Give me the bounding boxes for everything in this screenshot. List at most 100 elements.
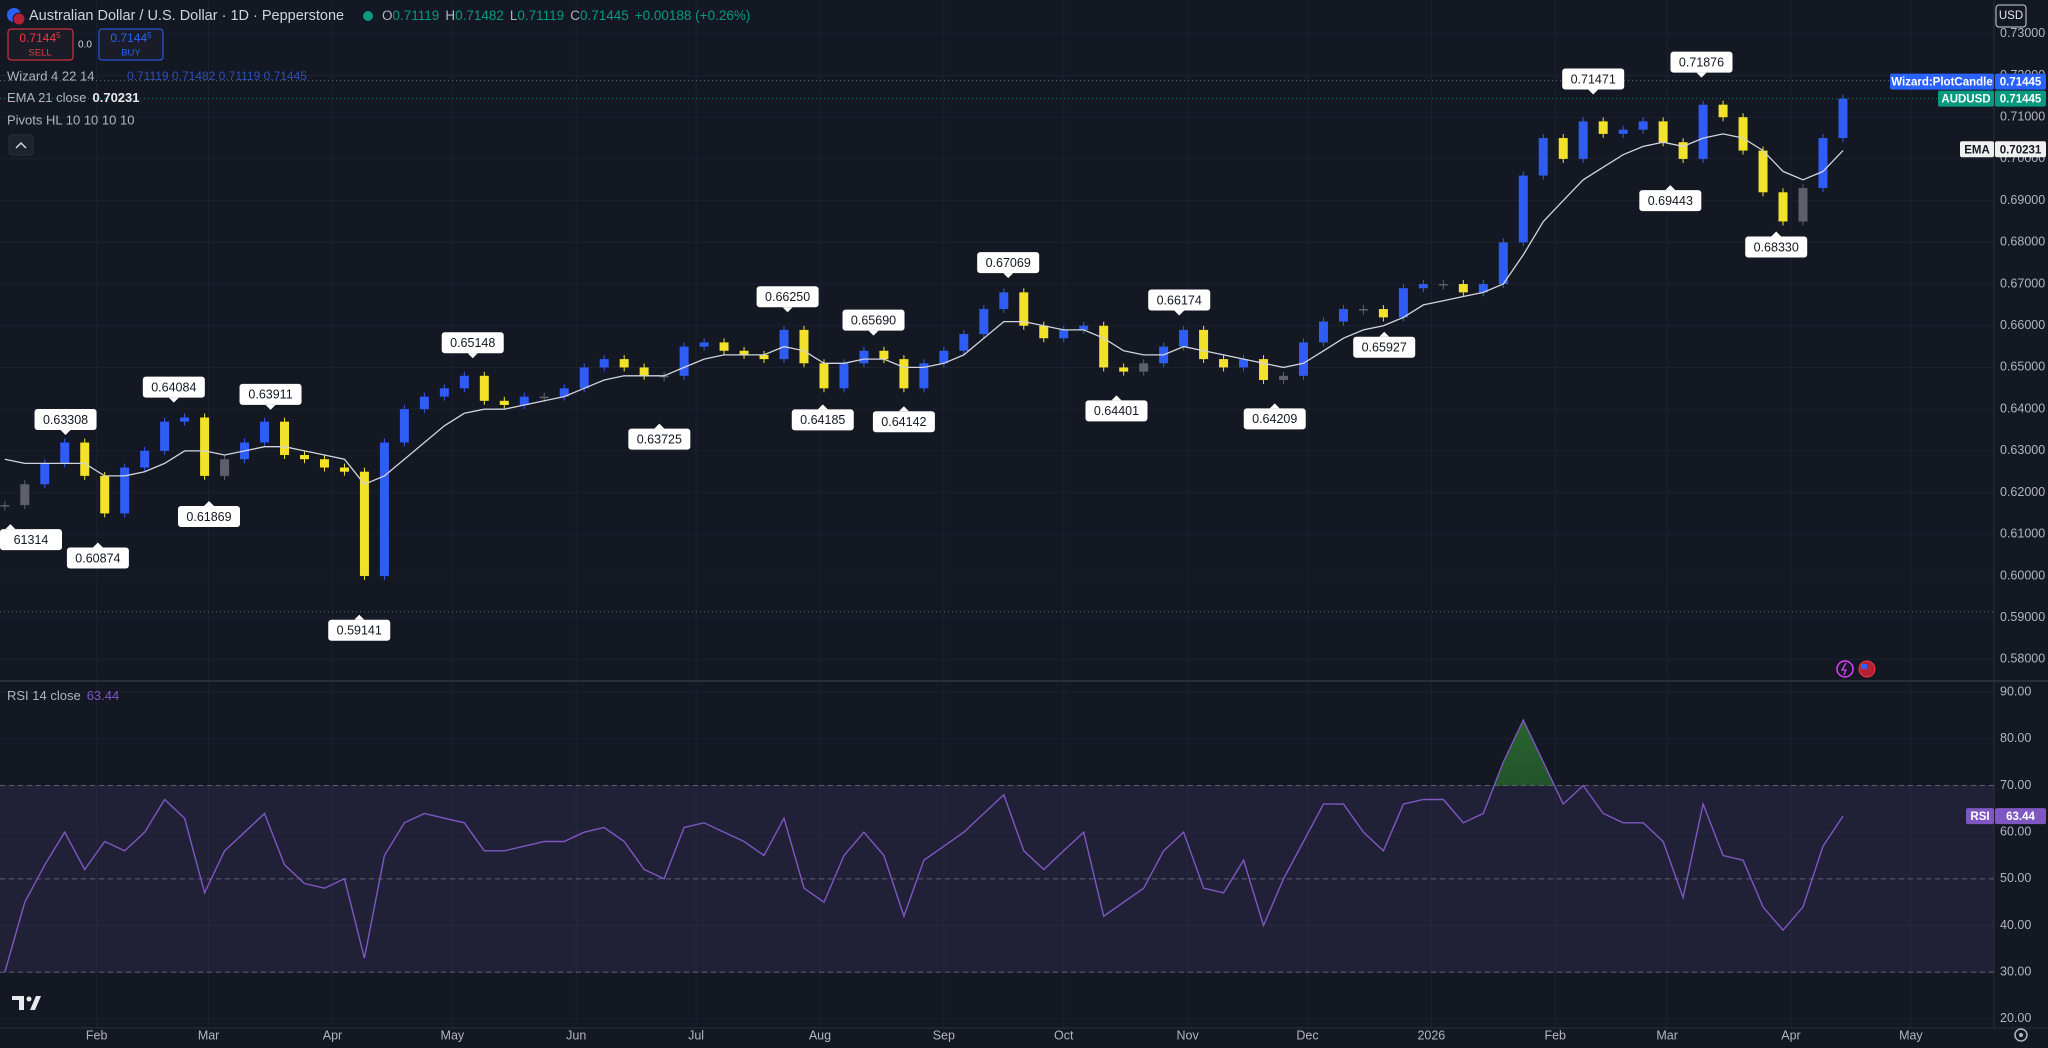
buy-button[interactable]: 0.71445 BUY [98,28,164,61]
sell-button-frame[interactable] [7,28,74,61]
pivot-label-pointer [467,353,478,359]
sell-label[interactable]: SELL [28,48,51,59]
rsi-tick-label: 50.00 [2000,871,2031,885]
pivot-label-pointer [354,614,365,620]
currency-label[interactable]: USD [1999,10,2023,22]
price-tick-label: 0.73000 [2000,26,2045,40]
settings-icon-hub[interactable] [2019,1033,2023,1037]
symbol-price-tag-value: 0.71445 [2000,94,2042,106]
pivot-label-pointer [1174,310,1185,316]
wizard-price-tag: Wizard:PlotCandle 0.71445 [1890,73,2046,90]
collapse-icon[interactable] [15,141,27,149]
pivot-label: 0.63725 [628,423,691,450]
event-icons[interactable] [1836,660,1876,678]
logo-shape [30,996,41,1010]
candle-body [280,421,290,456]
collapse-legend-button[interactable] [8,134,34,156]
sell-price[interactable]: 0.71445 [19,31,61,45]
candle-body [1259,359,1269,380]
buy-label[interactable]: BUY [121,48,141,59]
candle-body [1239,359,1249,368]
pivot-label-box [842,309,905,331]
ohlc-value: 0.71119 [393,8,440,23]
pivot-label-text: 0.65148 [450,336,495,350]
pivot-label: 0.63308 [34,409,97,436]
price-tick-label: 0.67000 [2000,276,2045,290]
pivot-label-box [872,411,935,433]
pivot-label-box [791,409,854,431]
pivot-label: 0.64084 [142,376,205,403]
event-icon[interactable] [1836,660,1854,678]
buy-price-sup[interactable]: 5 [147,31,152,40]
candle-body [1079,325,1089,330]
pivot-label-text: 0.68330 [1754,240,1799,254]
pivot-label-text: 0.71471 [1571,72,1616,86]
rsi-tick-label: 70.00 [2000,778,2031,792]
pivot-label-text: 0.60874 [75,551,120,565]
candle-body [659,375,669,378]
candle-body [180,417,190,422]
price-tick-label: 0.61000 [2000,527,2045,541]
candle-body [839,363,849,389]
rsi-overbought-fill [1494,720,1555,786]
candle-body [60,442,70,464]
time-tick-label: Feb [86,1028,108,1042]
time-tick-label: Nov [1176,1028,1199,1042]
pivot-label: 0.59141 [328,614,391,641]
event-icon-bolt[interactable] [1840,662,1847,676]
candle-body [1618,129,1628,134]
candle-body [1598,121,1608,134]
pivot-label-pointer [5,524,16,530]
rsi-value-tag-label: RSI [1970,811,1989,823]
buy-button-frame[interactable] [98,28,164,61]
rsi-line [4,718,1844,973]
settings-icon[interactable] [2014,1028,2028,1042]
pivot-label-box [756,286,819,308]
candle-body [1498,242,1508,285]
settings-button[interactable] [2014,1028,2028,1042]
time-tick-label: Jul [688,1028,704,1042]
pivot-label-text: 0.64209 [1252,412,1297,426]
candle-body [799,329,809,364]
candle-body [1139,363,1149,372]
sell-price-main[interactable]: 0.7144 [19,31,56,45]
pivot-label: 0.65927 [1353,331,1416,358]
pivot-label-pointer [168,397,179,403]
candle-body [639,367,649,376]
wizard-values: 0.71119 0.71482 0.71119 0.71445 [127,69,307,83]
pivot-label: 0.71471 [1562,68,1625,95]
candle-body [339,467,349,472]
pivot-label-text: 0.66174 [1157,293,1202,307]
collapse-button-frame[interactable] [8,134,34,156]
pivot-label-pointer [265,404,276,410]
pivot-label: 0.71876 [1670,51,1733,78]
buy-price-main[interactable]: 0.7144 [110,31,147,45]
time-tick-label: May [1899,1028,1923,1042]
time-tick-label: Apr [323,1028,342,1042]
pivot-label: 0.65690 [842,309,905,336]
ohlc-value: 0.71482 [455,8,504,23]
candle-body [959,334,969,351]
pivot-label-box [66,547,129,569]
logo-shape [12,996,24,1010]
buy-price[interactable]: 0.71445 [110,31,152,45]
time-tick-label: May [441,1028,465,1042]
ohlc-key: H [445,8,455,23]
sell-price-sup[interactable]: 5 [56,31,61,40]
candle-body [1298,342,1308,376]
pivot-label-box [0,529,62,551]
sell-button[interactable]: 0.71445 SELL [7,28,74,61]
time-tick-label: Mar [1656,1028,1678,1042]
pivot-label-pointer [1588,89,1599,95]
pivot-label-pointer [898,406,909,412]
price-tick-label: 0.62000 [2000,485,2045,499]
candle-body [939,350,949,364]
candle-body [399,409,409,443]
currency-button-frame[interactable] [1995,4,2027,28]
pivot-label: 0.66250 [756,286,819,313]
currency-button[interactable]: USD [1995,4,2027,28]
event-flag-canton[interactable] [1861,664,1867,669]
candle-body [359,471,369,576]
pivot-label-pointer [1003,273,1014,279]
